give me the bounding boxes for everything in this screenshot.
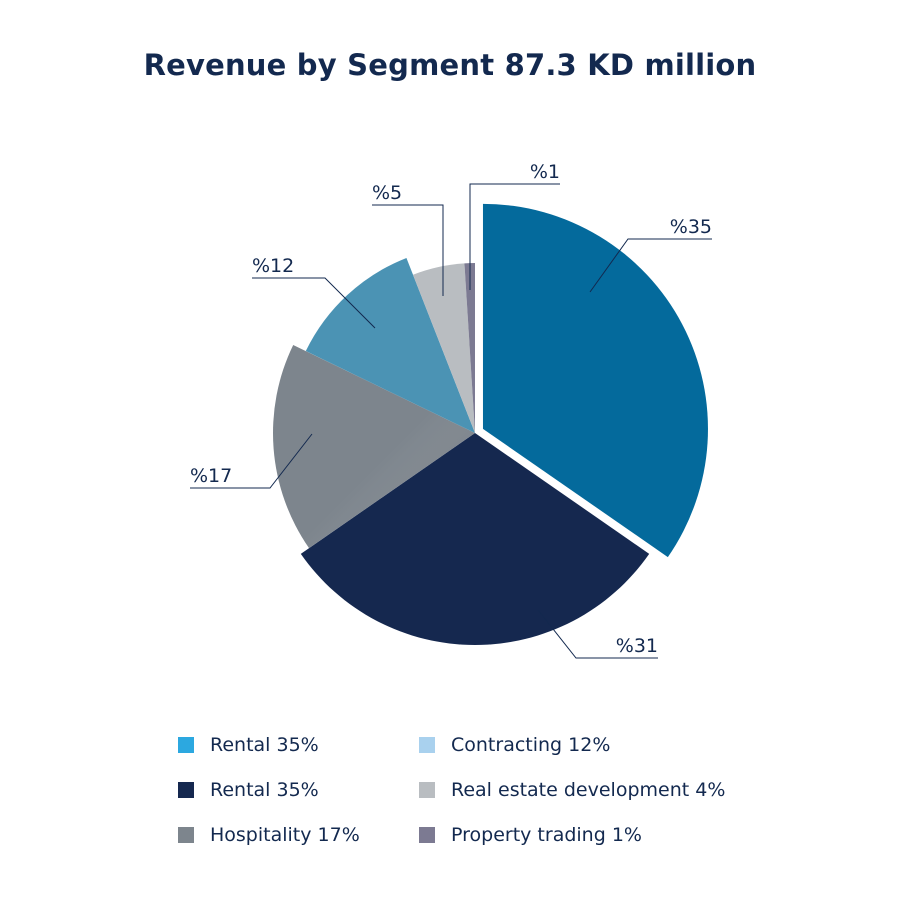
chart-title: Revenue by Segment 87.3 KD million (143, 48, 757, 82)
data-label-contracting: %12 (252, 255, 294, 277)
leader-line-property-trading (469, 183, 560, 290)
legend-label: Contracting 12% (451, 734, 611, 756)
legend-item-hospitality: Hospitality 17% (178, 824, 360, 846)
legend-item-real-estate-development: Real estate development 4% (419, 779, 725, 801)
legend-swatch (178, 737, 194, 753)
legend-swatch (178, 827, 194, 843)
pie-slice-property-trading (464, 263, 475, 433)
leader-line-rental-2 (537, 609, 658, 659)
legend-swatch (419, 782, 435, 798)
data-label-hospitality: %17 (190, 465, 232, 487)
legend-item-property-trading: Property trading 1% (419, 824, 642, 846)
legend-swatch (419, 737, 435, 753)
data-label-rental-2: %31 (616, 635, 658, 657)
legend-item-rental-2: Rental 35% (178, 779, 319, 801)
legend-label: Property trading 1% (451, 824, 642, 846)
data-label-rental: %35 (670, 216, 712, 238)
legend-swatch (178, 782, 194, 798)
data-label-real-estate: %5 (372, 182, 402, 204)
pie-slice-real-estate (413, 263, 475, 433)
legend-item-rental: Rental 35% (178, 734, 319, 756)
leader-line-hospitality (190, 433, 313, 489)
legend-label: Rental 35% (210, 734, 319, 756)
pie-slice-rental (482, 203, 708, 558)
legend-label: Rental 35% (210, 779, 319, 801)
pie-slice-rental-2 (300, 433, 650, 646)
legend-label: Real estate development 4% (451, 779, 726, 801)
leader-line-real-estate (372, 204, 444, 296)
legend-label: Hospitality 17% (210, 824, 360, 846)
legend-item-contracting: Contracting 12% (419, 734, 610, 756)
leader-line-rental (589, 238, 712, 293)
leader-line-contracting (252, 277, 376, 329)
data-label-property-trading: %1 (530, 161, 560, 183)
pie-slice-hospitality-shade (272, 344, 475, 549)
legend-swatch (419, 827, 435, 843)
